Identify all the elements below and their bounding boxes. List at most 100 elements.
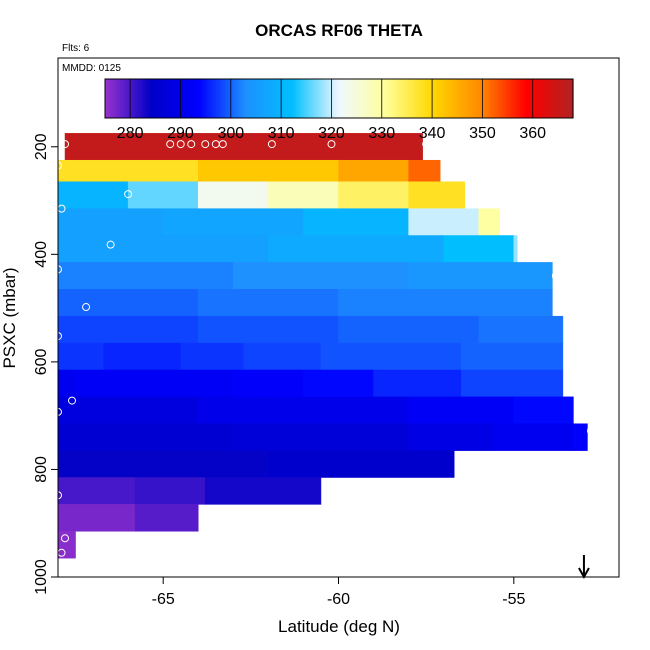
colorbar-segment (434, 79, 438, 118)
colorbar-segment (520, 79, 524, 118)
colorbar-segment (248, 79, 252, 118)
colorbar-segment (505, 79, 509, 118)
colorbar-segment (157, 79, 161, 118)
colorbar-segment (266, 79, 270, 118)
colorbar-segment (366, 79, 370, 118)
heatmap-cell (268, 450, 455, 478)
data-point (176, 140, 185, 149)
heatmap-cell (338, 159, 409, 182)
colorbar-segment (369, 79, 373, 118)
colorbar-segment (419, 79, 423, 118)
data-point (327, 140, 336, 149)
colorbar-segment (140, 79, 144, 118)
heatmap-cell (57, 208, 164, 236)
colorbar-frame (104, 78, 574, 119)
x-axis-label: Latitude (deg N) (278, 617, 400, 636)
colorbar-tick-label: 310 (268, 125, 295, 142)
colorbar-segment (238, 79, 242, 118)
heatmap-cell (443, 235, 515, 263)
colorbar-tick-label: 340 (419, 125, 446, 142)
colorbar-segment (321, 79, 325, 118)
data-point (422, 140, 431, 149)
colorbar-segment (464, 79, 468, 118)
colorbar-segment (150, 79, 154, 118)
colorbar-segment (414, 79, 418, 118)
colorbar-segment (177, 79, 182, 118)
colorbar-segment (565, 79, 569, 118)
heatmap-cell (573, 423, 588, 451)
colorbar-segment (120, 79, 124, 118)
heatmap-cell (408, 396, 515, 424)
colorbar-segment (180, 79, 184, 118)
colorbar-segment (535, 79, 539, 118)
colorbar-segment (193, 79, 197, 118)
heatmap-cell (162, 208, 304, 236)
colorbar-segment (308, 79, 312, 118)
colorbar-segment (444, 79, 448, 118)
colorbar-segment (278, 79, 282, 118)
colorbar-segment (218, 79, 222, 118)
colorbar-segment (205, 79, 209, 118)
colorbar-segment (562, 79, 567, 118)
colorbar-segment (379, 79, 383, 118)
colorbar-segment (487, 79, 491, 118)
colorbar-segment (215, 79, 219, 118)
y-tick-label: 400 (33, 241, 50, 268)
colorbar-segment (457, 79, 461, 118)
colorbar-segment (115, 79, 119, 118)
colorbar-segment (339, 79, 343, 118)
colorbar-segment (437, 79, 441, 118)
colorbar-segment (261, 79, 265, 118)
y-axis: 200 400 600 800 1000 (33, 133, 58, 595)
colorbar-segment (107, 79, 111, 118)
colorbar-segment (364, 79, 368, 118)
colorbar-segment (349, 79, 353, 118)
heatmap-cell (57, 235, 269, 263)
colorbar-segment (472, 79, 476, 118)
heatmap-cell (478, 289, 553, 317)
colorbar-segment (253, 79, 257, 118)
heatmap-cell (408, 423, 494, 451)
colorbar-segment (484, 79, 489, 118)
colorbar-segment (122, 79, 126, 118)
flights-label: Flts: 6 (62, 43, 90, 54)
colorbar-segment (296, 79, 300, 118)
x-tick-label: -55 (502, 591, 525, 608)
heatmap-cell (373, 369, 462, 398)
colorbar-tick-label: 360 (519, 125, 546, 142)
colorbar-segment (288, 79, 292, 118)
colorbar-tick-label: 290 (167, 125, 194, 142)
colorbar-segment (291, 79, 295, 118)
colorbar-segment (331, 79, 335, 118)
heatmap-cell (103, 342, 181, 371)
colorbar-segment (427, 79, 431, 118)
latitude-marker-arrow (578, 555, 590, 580)
heatmap-cell (268, 181, 339, 209)
colorbar-segment (469, 79, 473, 118)
colorbar-segment (318, 79, 322, 118)
heatmap-cell (64, 133, 423, 161)
colorbar-segment (497, 79, 501, 118)
colorbar-segment (424, 79, 428, 118)
colorbar-segment (361, 79, 365, 118)
heatmap-cell (57, 369, 76, 398)
colorbar-segment (462, 79, 466, 118)
colorbar-segment (162, 79, 166, 118)
heatmap-cell (198, 159, 339, 182)
colorbar-segment (147, 79, 151, 118)
colorbar-segment (351, 79, 355, 118)
heatmap-cell (152, 369, 234, 398)
colorbar-segment (422, 79, 426, 118)
colorbar-segment (137, 79, 141, 118)
colorbar-segment (532, 79, 536, 118)
colorbar-segment (142, 79, 146, 118)
heatmap-cell (513, 396, 574, 424)
colorbar-segment (245, 79, 250, 118)
heatmap-cell (134, 477, 206, 505)
colorbar-segment (112, 79, 116, 118)
colorbar-segment (316, 79, 320, 118)
heatmap-cell (127, 181, 199, 209)
colorbar-segment (263, 79, 267, 118)
heatmap-cell (268, 396, 409, 424)
